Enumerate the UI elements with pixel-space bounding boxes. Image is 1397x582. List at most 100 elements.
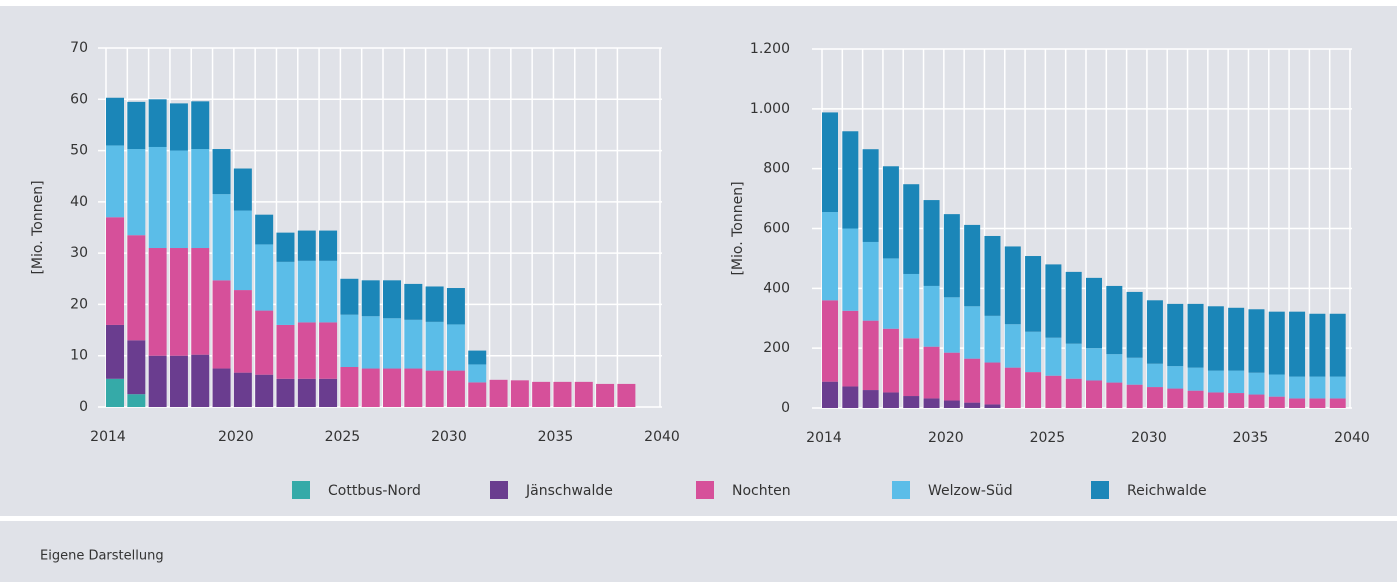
bar-segment xyxy=(1289,311,1306,377)
bar-segment xyxy=(127,340,146,395)
bar-segment xyxy=(943,214,960,298)
bar-segment xyxy=(1025,372,1042,408)
bar-segment xyxy=(361,316,380,369)
bar-segment xyxy=(425,321,444,371)
bar-segment xyxy=(297,260,316,323)
bar-segment xyxy=(361,368,380,407)
bar-segment xyxy=(1228,393,1245,408)
bar-segment xyxy=(297,378,316,407)
bar-segment xyxy=(1187,367,1204,391)
bar-segment xyxy=(1146,300,1163,364)
bar-segment xyxy=(191,248,210,355)
bar-segment xyxy=(842,310,859,387)
bar-segment xyxy=(1187,390,1204,408)
bar-segment xyxy=(1309,398,1326,408)
bar-segment xyxy=(596,383,615,407)
bar-segment xyxy=(923,285,940,347)
x-tick-label: 2020 xyxy=(218,429,254,445)
bar-segment xyxy=(446,288,465,325)
bar-segment xyxy=(276,232,295,262)
bar-segment xyxy=(822,112,838,213)
legend-swatch xyxy=(892,481,910,499)
bar-segment xyxy=(106,217,124,325)
bar-segment xyxy=(340,366,359,407)
bar-segment xyxy=(468,350,487,365)
bar-segment xyxy=(255,310,274,375)
bar-segment xyxy=(383,280,401,319)
bar-segment xyxy=(964,402,981,408)
bar-segment xyxy=(882,258,899,329)
bar-segment xyxy=(532,381,551,407)
bar-segment xyxy=(1228,307,1245,371)
bar-segment xyxy=(127,149,146,236)
bar-segment xyxy=(1086,380,1102,408)
x-tick-label: 2025 xyxy=(325,429,361,445)
bar-segment xyxy=(169,103,188,151)
y-tick-label: 40 xyxy=(70,194,88,210)
bar-segment xyxy=(923,398,940,408)
bar-segment xyxy=(276,324,295,379)
bar-segment xyxy=(1187,303,1204,368)
bar-segment xyxy=(882,392,899,408)
legend-label: Cottbus-Nord xyxy=(328,483,421,499)
y-tick-label: 800 xyxy=(763,161,790,177)
bar-segment xyxy=(191,149,210,249)
bar-segment xyxy=(903,273,920,339)
x-tick-label: 2030 xyxy=(431,429,467,445)
bar-segment xyxy=(1065,343,1082,379)
bar-segment xyxy=(276,261,295,325)
bar-segment xyxy=(106,378,124,407)
y-tick-label: 1.000 xyxy=(750,101,790,117)
bar-segment xyxy=(255,374,274,407)
bar-segment xyxy=(340,278,359,315)
bar-segment xyxy=(984,362,1001,405)
bar-segment xyxy=(862,149,879,242)
bar-segment xyxy=(276,378,295,407)
bar-segment xyxy=(1268,311,1285,375)
bar-segment xyxy=(1106,285,1123,355)
bar-segment xyxy=(862,390,879,408)
separator xyxy=(0,516,1397,521)
bar-segment xyxy=(1207,306,1224,371)
bar-segment xyxy=(191,101,210,150)
bar-segment xyxy=(233,168,252,211)
bar-segment xyxy=(882,166,899,259)
bar-segment xyxy=(574,381,593,407)
bar-segment xyxy=(1167,388,1184,408)
bar-segment xyxy=(1248,394,1265,408)
y-tick-label: 0 xyxy=(79,399,88,415)
bar-segment xyxy=(255,214,274,245)
bar-segment xyxy=(964,224,981,307)
bar-segment xyxy=(233,290,252,373)
y-tick-label: 0 xyxy=(781,400,790,416)
bar-segment xyxy=(1004,324,1021,368)
bar-segment xyxy=(468,364,487,383)
bar-segment xyxy=(903,184,920,274)
bar-segment xyxy=(319,378,338,407)
top-strip xyxy=(0,0,1397,6)
bar-segment xyxy=(1106,382,1123,408)
bar-segment xyxy=(1146,363,1163,388)
bar-segment xyxy=(842,228,859,311)
bar-segment xyxy=(984,404,1001,408)
bar-segment xyxy=(862,320,879,391)
y-tick-label: 10 xyxy=(70,348,88,364)
bar-segment xyxy=(383,318,401,369)
bar-segment xyxy=(169,355,188,407)
bar-segment xyxy=(1289,398,1306,408)
x-tick-label: 2040 xyxy=(1334,430,1370,446)
bar-segment xyxy=(489,379,508,407)
x-tick-label: 2035 xyxy=(1233,430,1269,446)
bar-segment xyxy=(106,324,124,379)
legend-swatch xyxy=(292,481,310,499)
bar-segment xyxy=(1126,357,1143,385)
bar-segment xyxy=(1268,374,1285,397)
bar-segment xyxy=(191,354,210,407)
bar-segment xyxy=(1228,370,1245,394)
bar-segment xyxy=(169,150,188,249)
bar-segment xyxy=(964,358,981,403)
legend-swatch xyxy=(1091,481,1109,499)
y-tick-label: 200 xyxy=(763,340,790,356)
bar-segment xyxy=(862,241,879,321)
bar-segment xyxy=(233,210,252,291)
